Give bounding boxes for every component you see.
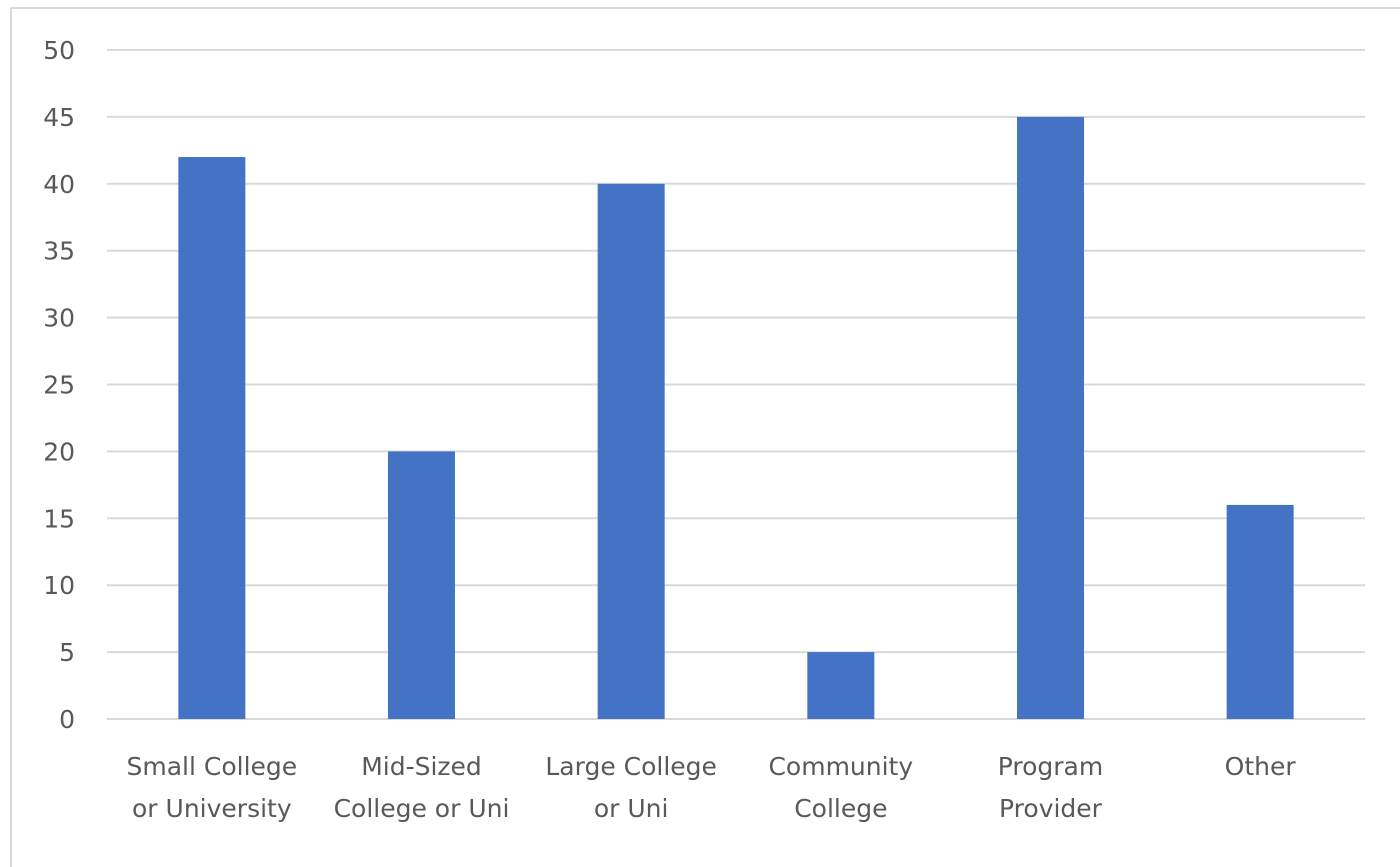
- y-tick-label: 50: [43, 36, 75, 65]
- x-category-label-line: Small College: [127, 752, 298, 781]
- bar: [597, 183, 665, 720]
- y-axis-ticks: 0 5 10 15 20 25 30 35 40 45 50: [43, 36, 75, 734]
- chart-frame: [10, 7, 1400, 867]
- x-category-label-line: Provider: [999, 794, 1103, 823]
- bar-chart: 0 5 10 15 20 25 30 35 40 45 50 Small College or Uni…: [43, 36, 1365, 823]
- x-category-label: Mid-Sized College or Uni: [334, 752, 510, 823]
- y-tick-label: 40: [43, 170, 75, 199]
- bar: [178, 157, 246, 720]
- gridlines: [107, 49, 1365, 720]
- x-category-label-line: Program: [998, 752, 1103, 781]
- x-category-label: Program Provider: [998, 752, 1103, 823]
- x-category-label-line: College or Uni: [334, 794, 510, 823]
- y-tick-label: 0: [59, 705, 75, 734]
- bar: [388, 451, 455, 719]
- bar: [807, 652, 875, 719]
- x-category-label: Community College: [768, 752, 913, 823]
- bars: [178, 116, 1294, 720]
- x-axis-labels: Small College or University Mid-Sized Colle…: [127, 752, 1297, 823]
- y-tick-label: 35: [43, 237, 75, 266]
- x-category-label: Small College or University: [127, 752, 298, 823]
- y-tick-label: 30: [43, 304, 75, 333]
- x-category-label-line: Large College: [545, 752, 717, 781]
- y-tick-label: 20: [43, 437, 75, 466]
- x-category-label-line: Community: [768, 752, 913, 781]
- x-category-label-line: College: [794, 794, 887, 823]
- y-tick-label: 45: [43, 103, 75, 132]
- x-category-label-line: Other: [1225, 752, 1297, 781]
- y-tick-label: 25: [43, 371, 75, 400]
- bar: [1017, 116, 1084, 719]
- y-tick-label: 10: [43, 571, 75, 600]
- x-category-label-line: or University: [132, 794, 292, 823]
- x-category-label: Large College or Uni: [545, 752, 717, 823]
- y-tick-label: 15: [43, 504, 75, 533]
- bar: [1226, 504, 1294, 719]
- x-category-label-line: or Uni: [594, 794, 669, 823]
- y-tick-label: 5: [59, 638, 75, 667]
- x-category-label: Other: [1225, 752, 1297, 781]
- x-category-label-line: Mid-Sized: [361, 752, 482, 781]
